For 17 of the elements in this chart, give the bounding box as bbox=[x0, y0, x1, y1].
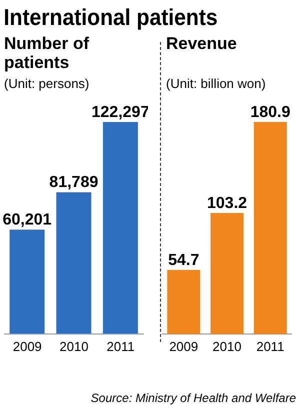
x-tick-label: 2011 bbox=[106, 339, 135, 354]
chart-title: Number of patients bbox=[4, 34, 90, 74]
data-label: 103.2 bbox=[207, 195, 248, 212]
data-label: 60,201 bbox=[2, 212, 52, 229]
data-label: 81,789 bbox=[49, 174, 98, 192]
x-tick-label: 2009 bbox=[169, 339, 198, 354]
chart-title: Revenue bbox=[166, 34, 238, 55]
x-tick-label: 2010 bbox=[212, 339, 242, 354]
x-tick-label: 2009 bbox=[12, 339, 42, 354]
data-label: 54.7 bbox=[168, 252, 200, 269]
chart-subtitle: (Unit: persons) bbox=[4, 76, 90, 91]
x-tick-label: 2010 bbox=[60, 339, 88, 354]
data-label: 180.9 bbox=[250, 104, 290, 121]
x-tick-label: 2011 bbox=[256, 339, 284, 354]
chart-subtitle: (Unit: billion won) bbox=[166, 76, 267, 91]
text: International patients bbox=[2, 3, 219, 32]
source-note: Source: Ministry of Health and Welfare bbox=[90, 391, 296, 405]
